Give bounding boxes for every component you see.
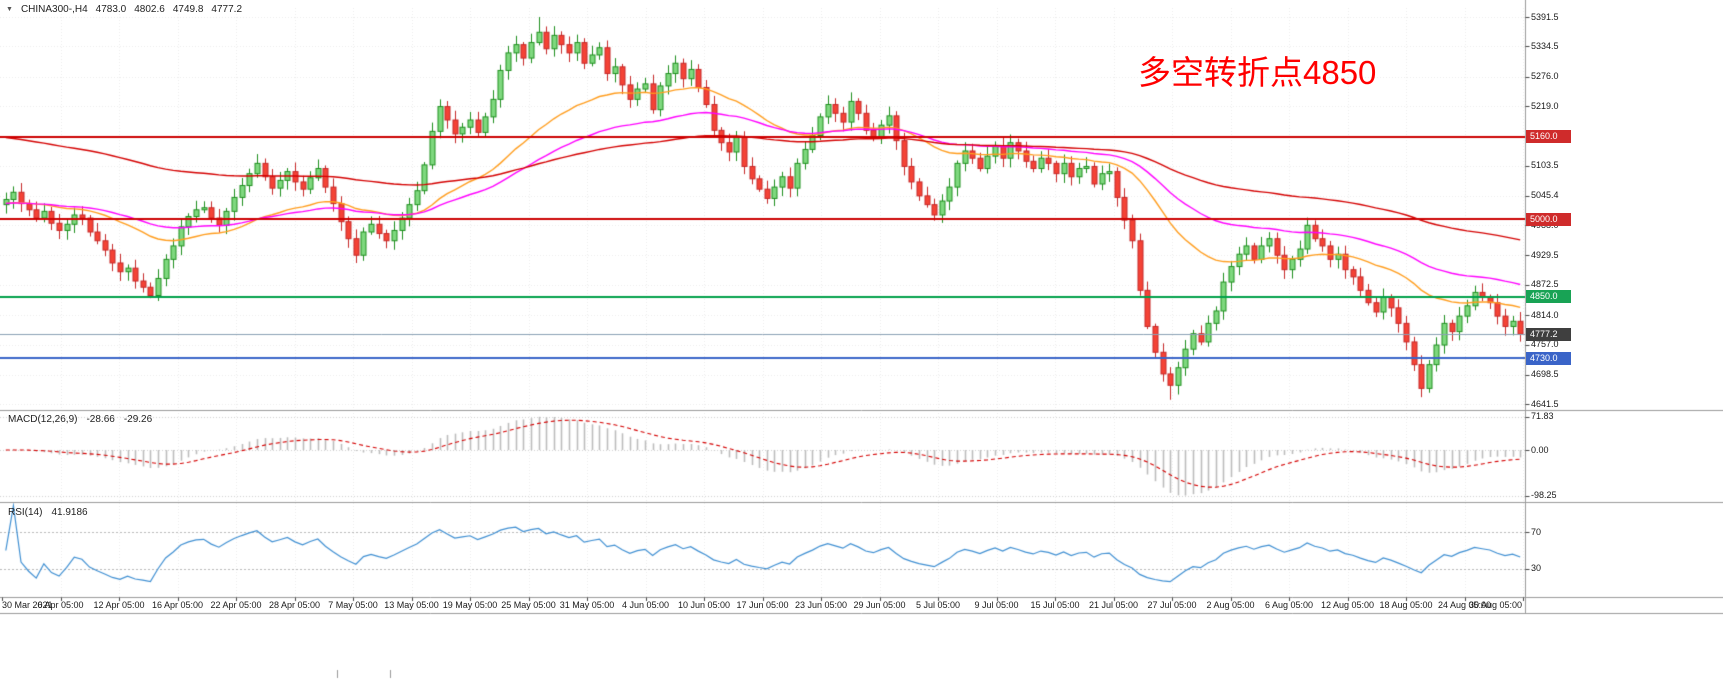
date-axis-label: 27 Jul 05:00 — [1147, 600, 1197, 610]
date-axis-label: 18 Aug 05:00 — [1379, 600, 1433, 610]
date-axis-label: 29 Jun 05:00 — [853, 600, 906, 610]
date-axis-label: 12 Aug 05:00 — [1320, 600, 1375, 610]
price-axis-label: 4698.5 — [1531, 369, 1559, 380]
date-axis-label: 25 May 05:00 — [501, 600, 556, 610]
macd-axis-label: -98.25 — [1531, 490, 1557, 501]
date-axis-label: 23 Jun 05:00 — [794, 600, 848, 610]
rsi-axis-label: 70 — [1531, 526, 1542, 537]
rsi-value: 41.9186 — [51, 507, 88, 518]
macd-axis-label: 0.00 — [1531, 444, 1549, 455]
ohlc-close: 4777.2 — [211, 4, 243, 15]
rsi-axis-label: 30 — [1531, 563, 1542, 574]
date-axis-label: 31 May 05:00 — [559, 600, 615, 610]
ohlc-high: 4802.6 — [134, 4, 165, 15]
price-tags: 5160.0 5000.0 4850.0 4730.0 4777.2 — [1526, 0, 1723, 614]
rsi-label: RSI(14) 41.9186 — [8, 507, 88, 518]
date-axis-label: 6 Apr 05:00 — [37, 600, 84, 610]
price-axis-label: 5103.5 — [1531, 160, 1559, 171]
macd-value-signal: -29.26 — [123, 414, 153, 425]
price-tag-current: 4777.2 — [1526, 327, 1571, 341]
date-axis-label: 22 Apr 05:00 — [210, 600, 262, 610]
time-axis[interactable]: 30 Mar 2021 6 Apr 05:00 12 Apr 05:00 16 Apr… — [0, 599, 1723, 613]
date-axis-label: 5 Jul 05:00 — [915, 600, 961, 610]
date-axis-label: 21 Jul 05:00 — [1088, 600, 1139, 610]
price-tag-level: 4730.0 — [1526, 351, 1571, 365]
price-tag-level: 5160.0 — [1526, 130, 1571, 144]
price-axis-label: 5219.0 — [1531, 100, 1559, 111]
date-axis-label: 16 Apr 05:00 — [151, 600, 204, 610]
date-axis-label: 30 Aug 05:00 — [1468, 600, 1522, 610]
price-axis-label: 5045.4 — [1531, 190, 1559, 201]
price-axis-label: 5334.5 — [1531, 40, 1559, 51]
chart-header: ▼ CHINA300-,H4 4783.0 4802.6 4749.8 4777… — [6, 4, 242, 15]
date-axis-label: 2 Aug 05:00 — [1206, 600, 1255, 610]
date-axis-label: 19 May 05:00 — [442, 600, 498, 610]
date-axis-label: 13 May 05:00 — [384, 600, 439, 610]
symbol-marker-icon: ▼ — [6, 6, 13, 13]
symbol-timeframe-label: CHINA300-,H4 — [20, 4, 88, 15]
rsi-name: RSI(14) — [8, 507, 43, 518]
price-axis-label: 4814.0 — [1531, 309, 1559, 320]
price-axis-label: 4641.5 — [1531, 398, 1559, 409]
date-axis-label: 6 Aug 05:00 — [1264, 600, 1314, 610]
price-axis-label: 5276.0 — [1531, 71, 1559, 82]
macd-value-main: -28.66 — [86, 414, 115, 425]
ohlc-low: 4749.8 — [172, 4, 204, 15]
date-axis-label: 28 Apr 05:00 — [268, 600, 321, 610]
price-axis-label: 4872.5 — [1531, 279, 1559, 290]
macd-name: MACD(12,26,9) — [8, 414, 78, 425]
ohlc-open: 4783.0 — [95, 4, 127, 15]
macd-label: MACD(12,26,9) -28.66 -29.26 — [8, 414, 152, 425]
date-axis-label: 9 Jul 05:00 — [974, 600, 1019, 610]
date-axis-label: 30 Mar 2021 — [2, 600, 53, 610]
price-tag-level: 5000.0 — [1526, 212, 1571, 226]
price-axis-label: 4757.0 — [1531, 339, 1559, 350]
macd-axis-label: 71.83 — [1531, 411, 1554, 422]
date-axis-label: 15 Jul 05:00 — [1030, 600, 1080, 610]
date-axis-label: 17 Jun 05:00 — [736, 600, 789, 610]
price-tag-level: 4850.0 — [1526, 290, 1571, 304]
date-axis-label: 10 Jun 05:00 — [677, 600, 731, 610]
date-axis-label: 4 Jun 05:00 — [621, 600, 670, 610]
annotation-text[interactable]: 多空转折点4850 — [1138, 54, 1377, 91]
price-axis-label: 5391.5 — [1531, 11, 1559, 22]
date-axis-label: 7 May 05:00 — [328, 600, 378, 610]
date-axis-label: 12 Apr 05:00 — [93, 600, 145, 610]
date-axis-label: 24 Aug 05:00 — [1437, 600, 1492, 610]
price-axis-label: 4929.5 — [1531, 249, 1559, 260]
